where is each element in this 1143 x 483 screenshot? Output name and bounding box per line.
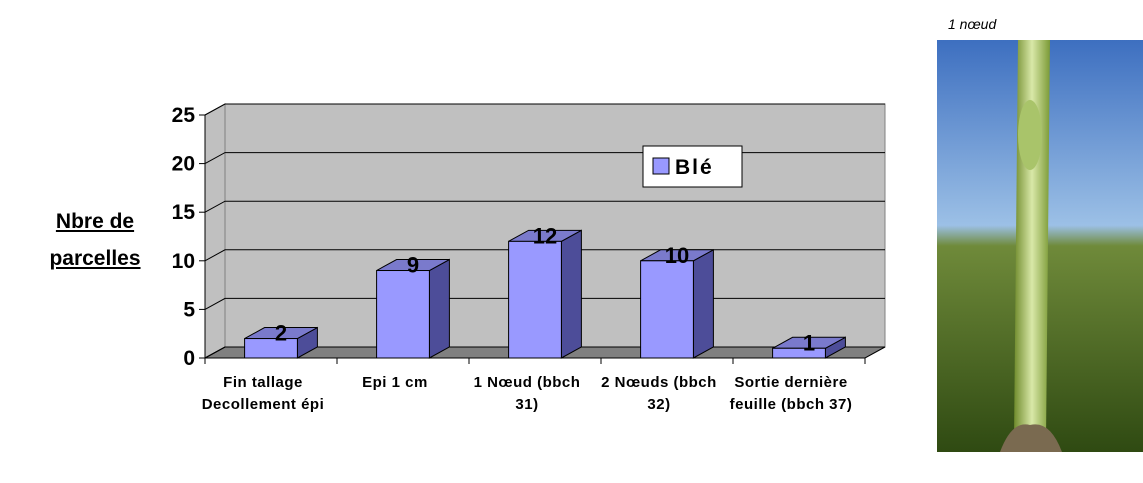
- x-tick-label: Fin tallage Decollement épi: [201, 374, 325, 413]
- bar-side: [692, 248, 714, 359]
- value-label: 9: [407, 253, 419, 278]
- photo-caption: 1 nœud: [948, 16, 997, 32]
- y-tick-label: 5: [183, 298, 195, 321]
- y-tick-label: 0: [183, 347, 195, 370]
- x-tick-label: Epi 1 cm: [362, 374, 428, 391]
- bar-front: [508, 240, 562, 359]
- value-label: 1: [803, 330, 815, 355]
- y-tick-label: 10: [172, 250, 195, 273]
- bar: [772, 336, 846, 359]
- bar-side: [560, 229, 582, 359]
- value-label: 2: [275, 321, 287, 346]
- photo: [937, 40, 1143, 452]
- x-tick-label: Sortie dernière feuille (bbch 37): [729, 374, 853, 413]
- value-label: 12: [533, 223, 557, 248]
- bar: [244, 326, 318, 359]
- legend-label: Blé: [675, 156, 714, 179]
- bar-side: [428, 258, 450, 359]
- bar-front: [772, 347, 826, 359]
- y-axis-label: Nbre de parcelles: [49, 210, 141, 270]
- bar-front: [640, 260, 694, 359]
- legend-swatch: [652, 157, 670, 175]
- bar: [640, 248, 714, 359]
- grid-line: [204, 200, 885, 213]
- grid-line: [204, 103, 885, 116]
- x-tick-label: 2 Nœuds (bbch 32): [601, 374, 717, 413]
- bar: [376, 258, 450, 359]
- y-tick-label: 25: [172, 104, 196, 127]
- bar-front: [244, 338, 298, 359]
- y-tick-label: 15: [172, 201, 196, 224]
- value-label: 10: [665, 243, 689, 268]
- bar-front: [376, 270, 430, 359]
- bar: [508, 229, 582, 359]
- x-tick-label: 1 Nœud (bbch 31): [473, 374, 581, 413]
- side-wall: [204, 103, 226, 359]
- y-tick-label: 20: [172, 153, 195, 176]
- legend: Blé: [642, 145, 743, 188]
